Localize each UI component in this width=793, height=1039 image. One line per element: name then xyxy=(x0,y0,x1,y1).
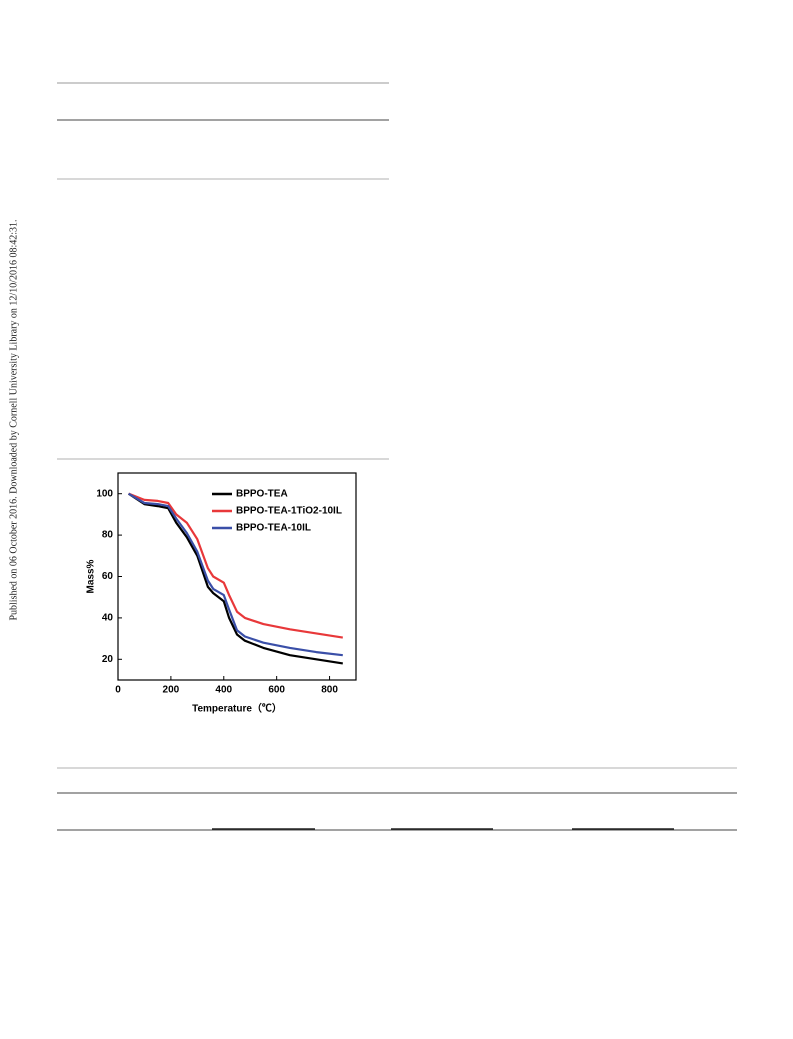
x-tick-label: 600 xyxy=(268,685,285,696)
legend-label: BPPO-TEA xyxy=(236,489,288,500)
chart: 0 200 400 600 800 20 40 60 80 100 Temperature（℃） Ma… xyxy=(86,472,357,715)
x-tick-label: 800 xyxy=(321,685,338,696)
sidebar: Published on 06 October 2016. Downloaded… xyxy=(8,219,19,620)
series-line xyxy=(128,492,343,639)
series-line xyxy=(128,492,343,657)
y-axis-label: Mass% xyxy=(86,559,97,593)
y-tick-label: 40 xyxy=(102,613,114,624)
x-tick-label: 200 xyxy=(163,685,180,696)
y-tick-label: 80 xyxy=(102,530,114,541)
x-tick-label: 0 xyxy=(115,685,121,696)
x-axis-label: Temperature（℃） xyxy=(192,702,282,715)
legend-label: BPPO-TEA-10IL xyxy=(236,523,311,534)
legend-label: BPPO-TEA-1TiO2-10IL xyxy=(236,506,342,517)
y-tick-label: 100 xyxy=(96,488,113,499)
series-line xyxy=(127,492,343,665)
y-tick-label: 60 xyxy=(102,571,114,582)
y-tick-label: 20 xyxy=(102,654,114,665)
x-tick-label: 400 xyxy=(215,685,232,696)
